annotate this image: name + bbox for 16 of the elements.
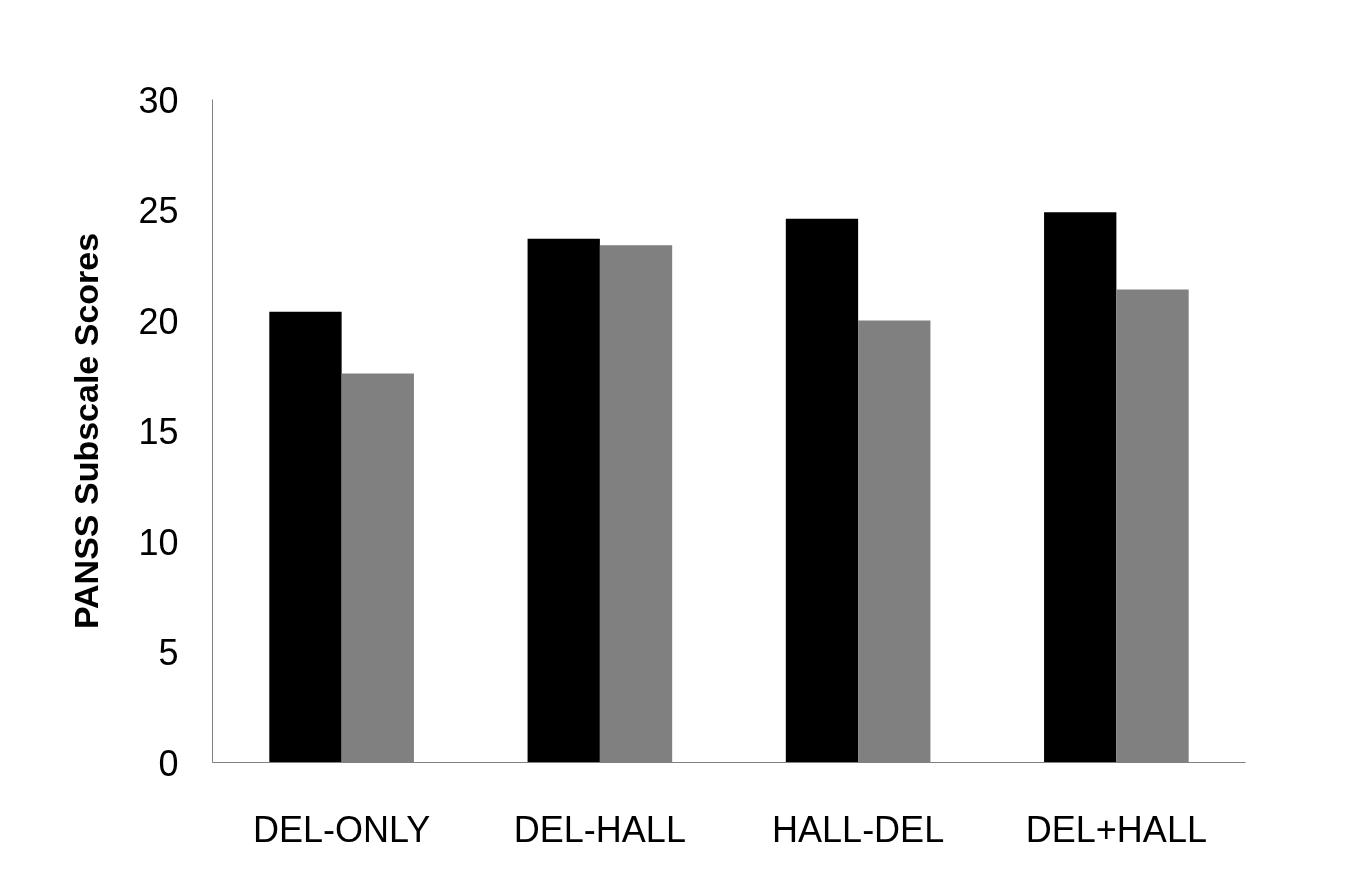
bar [269, 311, 342, 763]
y-axis-title: PANSS Subscale Scores [67, 232, 106, 630]
x-tick-label: HALL-DEL [772, 808, 945, 850]
y-tick-label: 20 [138, 300, 179, 342]
y-tick-label: 30 [138, 79, 179, 121]
y-tick-label: 10 [138, 521, 179, 563]
bar [527, 238, 600, 763]
y-tick-label: 0 [158, 742, 179, 784]
y-tick-label: 25 [138, 190, 179, 231]
bar [785, 218, 859, 763]
y-tick-label: 5 [158, 632, 179, 673]
x-tick-label: DEL+HALL [1025, 808, 1207, 850]
x-tick-label: DEL-ONLY [252, 808, 431, 850]
x-tick-label: DEL-HALL [513, 808, 686, 850]
y-tick-label: 15 [138, 411, 179, 452]
bar [1044, 212, 1117, 763]
